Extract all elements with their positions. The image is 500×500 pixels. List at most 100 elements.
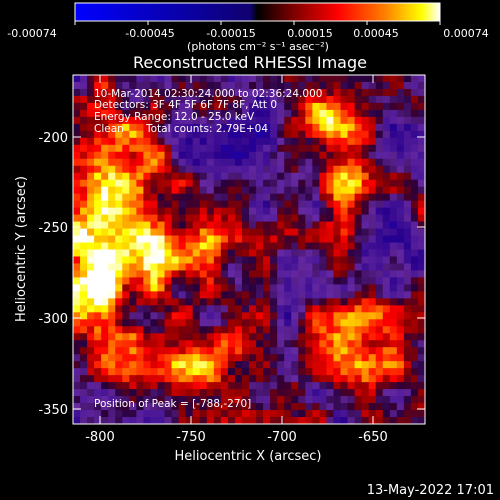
heatmap-pixel [136,242,144,250]
heatmap-pixel [417,410,425,418]
heatmap-pixel [171,333,179,341]
heatmap-pixel [115,179,123,188]
heatmap-pixel [417,95,425,104]
heatmap-pixel [220,81,229,90]
heatmap-pixel [164,88,172,97]
heatmap-pixel [185,123,194,132]
heatmap-pixel [129,235,137,243]
heatmap-pixel [326,179,334,188]
heatmap-pixel [199,95,208,104]
heatmap-pixel [368,298,377,306]
heatmap-pixel [256,242,264,250]
heatmap-pixel [185,333,194,341]
heatmap-pixel [150,354,158,362]
heatmap-pixel [417,235,425,243]
heatmap-pixel [277,109,285,118]
heatmap-pixel [326,81,334,90]
heatmap-pixel [284,340,292,348]
heatmap-pixel [185,263,194,271]
heatmap-pixel [326,193,334,202]
heatmap-pixel [157,277,165,285]
heatmap-pixel [192,75,201,83]
heatmap-pixel [326,214,334,222]
heatmap-pixel [241,242,250,250]
heatmap-pixel [312,130,320,139]
heatmap-pixel [101,165,109,174]
heatmap-pixel [333,305,341,313]
heatmap-pixel [122,235,130,243]
heatmap-pixel [143,221,151,229]
heatmap-pixel [354,158,363,167]
heatmap-pixel [403,158,412,167]
heatmap-pixel [333,130,341,139]
heatmap-pixel [206,109,215,118]
heatmap-pixel [284,375,292,383]
heatmap-pixel [340,186,348,195]
y-axis-label: Heliocentric Y (arcsec) [14,176,29,322]
heatmap-pixel [164,277,172,285]
heatmap-pixel [249,389,257,397]
heatmap-pixel [333,417,341,424]
heatmap-pixel [94,249,102,257]
heatmap-pixel [150,277,158,285]
heatmap-pixel [122,88,130,97]
heatmap-pixel [277,270,285,278]
heatmap-pixel [178,403,187,411]
heatmap-pixel [291,75,299,83]
heatmap-pixel [136,389,144,397]
heatmap-pixel [199,403,208,411]
heatmap-pixel [192,312,201,320]
heatmap-pixel [108,137,116,146]
heatmap-pixel [361,81,370,90]
heatmap-pixel [136,326,144,334]
heatmap-pixel [396,375,405,383]
heatmap-pixel [136,151,144,160]
heatmap-pixel [347,305,355,313]
heatmap-pixel [284,172,292,181]
heatmap-pixel [417,102,425,111]
heatmap-pixel [101,242,109,250]
colorbar-tick-label: 0.00045 [353,27,399,40]
heatmap-pixel [199,235,208,243]
heatmap-pixel [403,137,412,146]
heatmap-pixel [417,263,425,271]
heatmap-pixel [256,368,264,376]
heatmap-pixel [305,270,313,278]
heatmap-pixel [326,109,334,118]
heatmap-pixel [396,284,405,292]
heatmap-pixel [270,200,278,209]
heatmap-pixel [298,207,306,215]
heatmap-pixel [368,228,377,236]
heatmap-pixel [249,144,257,153]
heatmap-pixel [73,270,81,278]
heatmap-pixel [361,123,370,132]
heatmap-pixel [256,389,264,397]
heatmap-pixel [333,249,341,257]
heatmap-pixel [347,158,355,167]
heatmap-pixel [263,109,271,118]
heatmap-pixel [80,382,88,390]
heatmap-pixel [319,312,327,320]
heatmap-pixel [136,116,144,125]
heatmap-pixel [206,256,215,264]
heatmap-pixel [164,109,172,118]
heatmap-pixel [270,333,278,341]
heatmap-pixel [206,270,215,278]
heatmap-pixel [347,116,355,125]
heatmap-pixel [326,347,334,355]
heatmap-pixel [199,382,208,390]
heatmap-pixel [368,305,377,313]
heatmap-pixel [347,95,355,104]
heatmap-pixel [80,137,88,146]
heatmap-pixel [220,200,229,209]
heatmap-pixel [389,291,398,299]
heatmap-pixel [312,263,320,271]
heatmap-pixel [284,137,292,146]
heatmap-pixel [192,319,201,327]
heatmap-pixel [368,396,377,404]
heatmap-pixel [347,123,355,132]
heatmap-pixel [241,151,250,160]
heatmap-pixel [157,221,165,229]
heatmap-pixel [382,186,391,195]
heatmap-pixel [340,214,348,222]
